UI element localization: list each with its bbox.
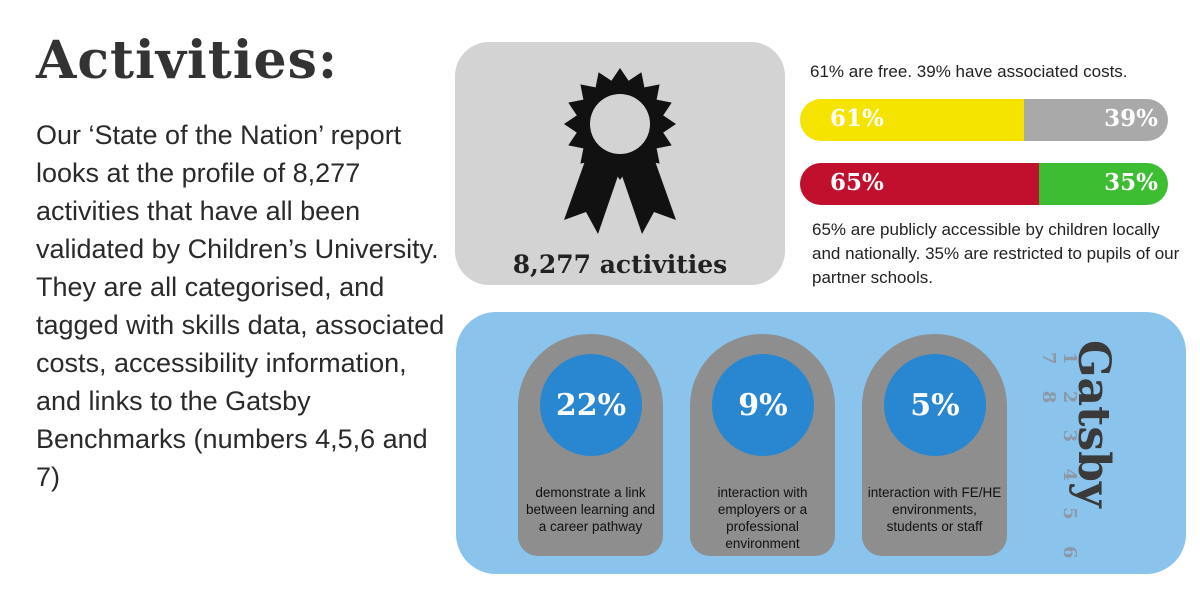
stat-card-career: 22% demonstrate a link between learning … (518, 334, 663, 556)
activities-count-card: 8,277 activities (455, 42, 785, 285)
stat-description: interaction with FE/HE environments, stu… (867, 485, 1002, 534)
restricted-segment: 35% (1039, 163, 1168, 205)
stat-value: 9% (712, 354, 814, 456)
gatsby-benchmark-numbers: 1 2 3 4 5 6 7 8 (1038, 352, 1080, 569)
intro-text: Our ‘State of the Nation’ report looks a… (36, 120, 445, 492)
cost-caption: 61% are free. 39% have associated costs. (810, 62, 1128, 81)
stat-value: 5% (884, 354, 986, 456)
public-segment: 65% (800, 163, 1040, 205)
page-title: Activities: (36, 30, 339, 91)
access-caption: 65% are publicly accessible by children … (812, 220, 1180, 287)
public-label: 65% (830, 169, 884, 196)
stat-description: demonstrate a link between learning and … (525, 485, 656, 534)
access-bar: 65% 35% (800, 163, 1168, 205)
stat-value: 22% (540, 354, 642, 456)
gatsby-wordmark: Gatsby (1068, 340, 1119, 508)
free-segment: 61% (800, 99, 1025, 141)
cost-segment: 39% (1024, 99, 1168, 141)
award-ribbon-icon (564, 68, 676, 234)
activities-count-label: 8,277 activities (512, 250, 728, 279)
cost-bar: 61% 39% (800, 99, 1168, 141)
free-label: 61% (830, 105, 884, 132)
stat-card-fehe: 5% interaction with FE/HE environments, … (862, 334, 1007, 556)
stat-description: interaction with employers or a professi… (717, 485, 808, 551)
restricted-label: 35% (1104, 169, 1158, 196)
cost-label: 39% (1104, 105, 1158, 132)
gatsby-benchmarks-card: 22% demonstrate a link between learning … (456, 312, 1186, 574)
stat-card-employers: 9% interaction with employers or a profe… (690, 334, 835, 556)
